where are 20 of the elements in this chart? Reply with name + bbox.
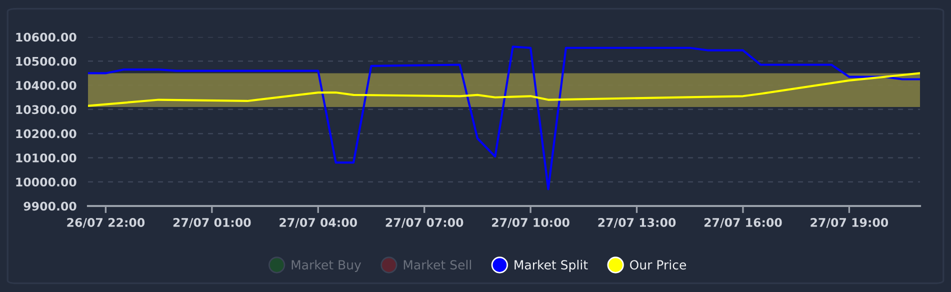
x-tick-label: 27/07 07:00: [386, 218, 464, 228]
y-tick-label: 10600.00: [16, 32, 76, 42]
x-tick-label: 27/07 19:00: [810, 218, 888, 228]
y-tick-label: 9900.00: [24, 202, 76, 211]
y-tick-label: 10400.00: [16, 81, 76, 90]
legend-label: Our Price: [630, 260, 686, 270]
y-tick-label: 10300.00: [16, 105, 76, 114]
x-tick-label: 27/07 16:00: [704, 218, 782, 228]
legend-label: Market Split: [514, 260, 588, 272]
y-tick-label: 10000.00: [16, 178, 76, 187]
x-tick-label: 26/07 22:00: [67, 218, 145, 228]
y-tick-label: 10500.00: [16, 56, 76, 66]
x-tick-label: 27/07 10:00: [492, 218, 570, 228]
x-tick-label: 27/07 01:00: [173, 218, 251, 228]
x-tick-label: 27/07 04:00: [280, 218, 357, 228]
y-tick-label: 10100.00: [16, 153, 76, 162]
y-tick-label: 10200.00: [16, 129, 76, 138]
legend-label: Market Buy: [292, 260, 362, 272]
x-tick-label: 27/07 13:00: [598, 218, 676, 228]
legend-label: Market Sell: [404, 260, 471, 270]
